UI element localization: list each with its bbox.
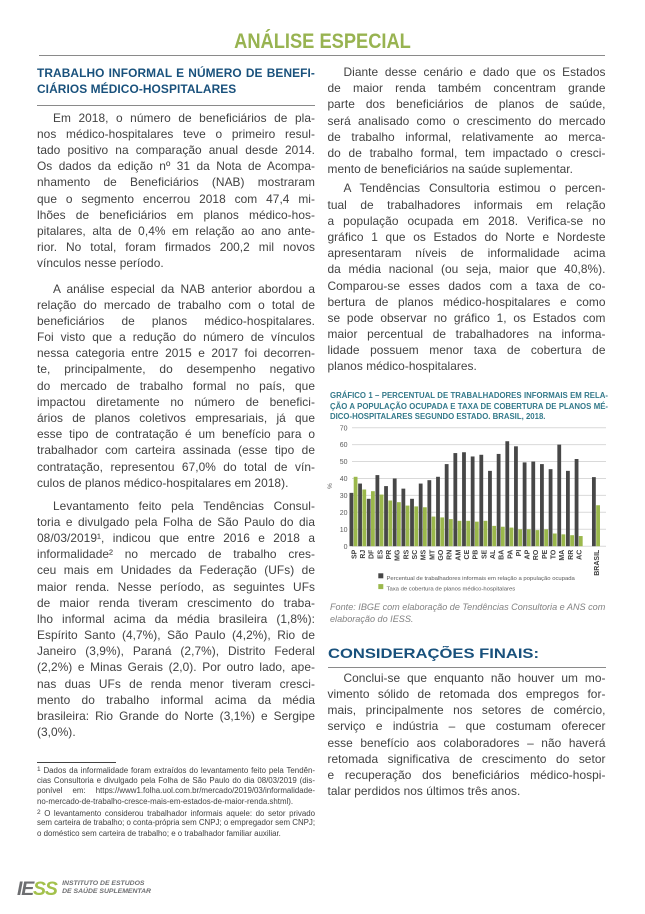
svg-text:PA: PA [507,550,514,559]
svg-text:RJ: RJ [360,550,367,559]
svg-text:70: 70 [340,425,348,432]
svg-text:20: 20 [340,510,348,517]
svg-text:SE: SE [481,549,488,559]
svg-text:40: 40 [340,476,348,483]
svg-text:Percentual de trabalhadores in: Percentual de trabalhadores informais em… [387,576,576,582]
svg-text:RS: RS [403,549,410,559]
svg-text:PI: PI [516,550,523,557]
svg-text:AM: AM [455,550,462,561]
svg-text:RN: RN [447,550,454,560]
svg-text:MT: MT [429,549,436,560]
svg-text:CE: CE [464,549,471,559]
svg-text:AC: AC [577,550,584,560]
svg-text:BRASIL: BRASIL [594,549,601,576]
svg-text:0: 0 [344,544,348,551]
svg-text:60: 60 [340,442,348,449]
svg-text:SP: SP [351,549,358,559]
svg-text:Taxa de cobertura de planos mé: Taxa de cobertura de planos médico-hospi… [387,587,516,593]
svg-text:RR: RR [568,550,575,560]
svg-text:GO: GO [438,549,445,560]
svg-text:PR: PR [386,550,393,560]
svg-text:AP: AP [525,549,532,559]
svg-text:ES: ES [377,549,384,559]
svg-text:MG: MG [395,549,402,561]
svg-text:PE: PE [542,549,549,559]
svg-text:RO: RO [533,549,540,560]
svg-text:TO: TO [551,549,558,559]
svg-text:MS: MS [421,549,428,560]
svg-text:DF: DF [369,549,376,559]
svg-text:BA: BA [499,550,506,560]
svg-text:PB: PB [473,550,480,560]
svg-text:MA: MA [559,550,566,561]
svg-text:AL: AL [490,549,497,559]
svg-text:%: % [327,483,334,489]
svg-text:10: 10 [340,527,348,534]
svg-text:50: 50 [340,459,348,466]
svg-text:30: 30 [340,493,348,500]
svg-text:SC: SC [412,550,419,560]
